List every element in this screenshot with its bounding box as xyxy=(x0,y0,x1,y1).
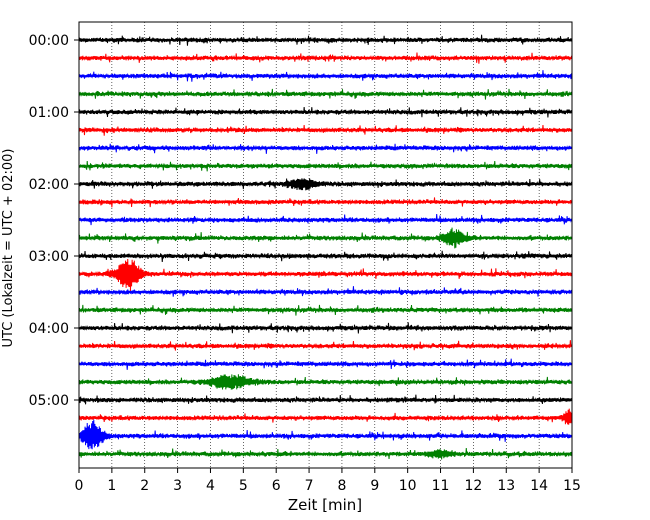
trace-row-11 xyxy=(78,227,573,249)
x-tick-label: 2 xyxy=(140,478,149,494)
x-tick-label: 15 xyxy=(563,478,581,494)
x-tick-label: 8 xyxy=(337,478,346,494)
grid-lines xyxy=(111,22,540,468)
y-tick-label: 05:00 xyxy=(29,393,69,409)
trace-row-12 xyxy=(78,250,573,262)
y-tick-label: 00:00 xyxy=(29,33,69,49)
trace-row-15 xyxy=(78,304,573,316)
trace-row-21 xyxy=(78,408,573,425)
x-tick-label: 6 xyxy=(272,478,281,494)
x-tick-label: 12 xyxy=(464,478,482,494)
trace-row-7 xyxy=(78,160,573,172)
trace-row-9 xyxy=(78,197,573,208)
x-tick-label: 3 xyxy=(173,478,182,494)
y-axis-ticks: 00:00 01:00 02:00 03:00 04:00 05:00 xyxy=(29,33,79,409)
trace-row-23 xyxy=(78,448,573,460)
trace-row-0 xyxy=(78,34,573,46)
x-tick-label: 5 xyxy=(239,478,248,494)
y-tick-label: 03:00 xyxy=(29,249,69,265)
trace-row-16 xyxy=(78,322,573,334)
trace-row-6 xyxy=(78,143,573,154)
trace-row-13 xyxy=(78,258,573,291)
trace-row-8 xyxy=(78,178,573,191)
x-axis-ticks: 0 1 2 3 4 5 6 7 8 9 10 11 12 13 14 15 xyxy=(75,468,581,494)
x-tick-label: 7 xyxy=(305,478,314,494)
trace-row-19 xyxy=(78,374,573,390)
y-tick-label: 04:00 xyxy=(29,321,69,337)
x-tick-label: 9 xyxy=(370,478,379,494)
y-axis-label: UTC (Lokalzeit = UTC + 02:00) xyxy=(1,149,16,348)
y-tick-label: 01:00 xyxy=(29,105,69,121)
x-tick-label: 10 xyxy=(399,478,417,494)
seismogram-traces xyxy=(78,34,573,460)
plot-frame xyxy=(78,21,573,469)
x-tick-label: 1 xyxy=(107,478,116,494)
trace-row-3 xyxy=(78,88,573,100)
trace-row-5 xyxy=(78,124,573,136)
x-tick-label: 0 xyxy=(75,478,84,494)
trace-row-1 xyxy=(78,52,573,64)
trace-row-2 xyxy=(78,70,573,82)
x-tick-label: 4 xyxy=(206,478,215,494)
y-tick-label: 02:00 xyxy=(29,177,69,193)
x-tick-label: 13 xyxy=(497,478,515,494)
trace-row-10 xyxy=(78,213,573,226)
trace-row-17 xyxy=(78,340,573,351)
x-tick-label: 14 xyxy=(530,478,548,494)
trace-row-20 xyxy=(78,394,573,405)
trace-row-14 xyxy=(78,286,573,297)
x-axis-label: Zeit [min] xyxy=(288,496,362,514)
trace-row-4 xyxy=(78,107,573,118)
x-tick-label: 11 xyxy=(432,478,450,494)
trace-row-18 xyxy=(78,358,573,370)
trace-row-22 xyxy=(78,419,573,450)
